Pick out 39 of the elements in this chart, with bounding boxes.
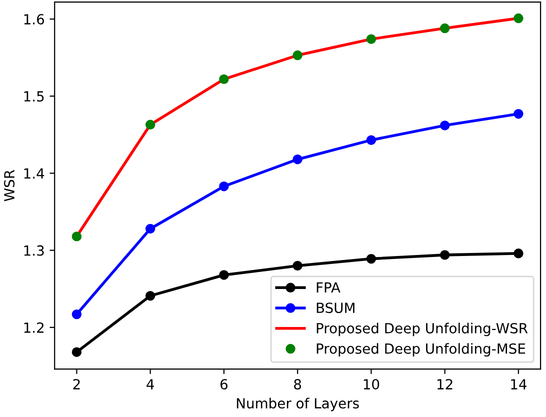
y-axis-title: WSR [4,170,15,202]
point [219,270,229,280]
y-tick-label: 1.4 [24,168,44,179]
point [514,109,524,119]
x-tick-label: 8 [294,379,302,390]
point [145,120,156,130]
point [292,154,302,164]
y-tick-label: 1.3 [24,245,44,256]
point [366,34,376,44]
x-tick-label: 6 [220,379,228,390]
point [219,74,229,84]
legend-label: FPA [316,282,340,292]
point [440,250,450,260]
point [72,309,82,320]
point [514,13,524,24]
point [440,23,450,34]
legend-label: Proposed Deep Unfolding-MSE [316,343,526,357]
point [145,224,156,234]
point [72,347,82,357]
point [514,248,524,258]
y-tick-label: 1.2 [24,322,44,333]
x-tick-label: 12 [438,379,452,390]
point [366,135,376,145]
y-tick-label: 1.5 [24,91,44,102]
x-tick-label: 14 [511,379,527,390]
x-tick-label: 10 [364,379,380,390]
point [219,181,229,192]
point [292,260,302,271]
point [72,232,82,242]
y-tick-label: 1.6 [24,14,44,25]
point [440,120,450,130]
x-tick-label: 4 [146,379,154,390]
legend-label: BSUM [316,302,354,314]
x-tick-label: 2 [73,379,80,390]
x-axis-title: Number of Layers [236,398,359,412]
point [145,290,156,301]
legend-label: Proposed Deep Unfolding-WSR [316,322,528,336]
point [292,50,302,60]
point [366,254,376,264]
